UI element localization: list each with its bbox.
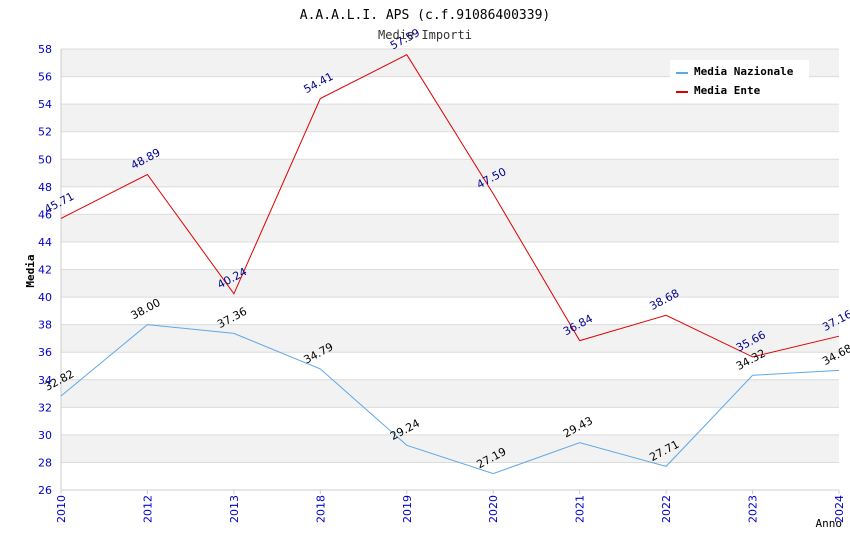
y-tick-label: 54 [38,98,52,111]
x-tick-label: 2013 [228,495,241,523]
y-tick-label: 26 [38,484,52,497]
data-label: 38.00 [129,296,163,322]
x-tick-label: 2019 [401,495,414,523]
grid-band [61,434,839,463]
chart-subtitle: Medie Importi [378,28,472,42]
y-tick-label: 52 [38,126,52,139]
series-line-media-nazionale [60,324,840,475]
grid-band [61,379,839,408]
y-tick-label: 34 [38,374,52,387]
y-tick-label: 50 [38,153,52,166]
grid-band [61,104,839,132]
y-tick-label: 40 [38,291,52,304]
x-axis-label: Anno [816,517,843,530]
y-tick-label: 46 [38,208,52,221]
grid-band [61,269,839,298]
grid-lines [61,48,839,491]
chart-title: A.A.A.L.I. APS (c.f.91086400339) [300,8,550,23]
legend-label-media-ente: Media Ente [694,84,761,97]
x-tick-label: 2020 [487,495,500,523]
x-tick-label: 2018 [314,495,327,523]
legend-box [670,60,809,102]
y-tick-label: 38 [38,319,52,332]
series-lines [60,54,840,475]
axes [60,49,840,494]
y-tick-label: 48 [38,181,52,194]
x-tick-label: 2012 [141,495,154,523]
x-tick-label: 2022 [660,495,673,523]
grid-band [61,324,839,353]
series-line-media-ente [60,54,840,358]
x-tick-label: 2021 [574,495,587,523]
y-axis-label: Media [24,254,37,287]
legend-label-media-nazionale: Media Nazionale [694,65,794,78]
x-tick-label: 2024 [833,495,846,523]
y-tick-label: 30 [38,429,52,442]
grid-band [61,214,839,242]
x-tick-label: 2023 [747,495,760,523]
grid-band [61,159,839,187]
y-tick-label: 58 [38,43,52,56]
y-tick-label: 36 [38,346,52,359]
x-tick-labels: 2010 2012 2013 2018 2019 2020 2021 2022 2023 2024 [55,495,846,523]
y-tick-labels: 26 28 30 32 34 36 38 40 42 44 46 48 50 52 54 56 58 [38,43,52,497]
y-tick-label: 32 [38,401,52,414]
y-tick-label: 42 [38,264,52,277]
y-tick-label: 56 [38,71,52,84]
plot-background [61,49,839,463]
y-tick-label: 44 [38,236,52,249]
x-tick-label: 2010 [55,495,68,523]
legend: Media Nazionale Media Ente [670,60,809,102]
y-tick-label: 28 [38,456,52,469]
